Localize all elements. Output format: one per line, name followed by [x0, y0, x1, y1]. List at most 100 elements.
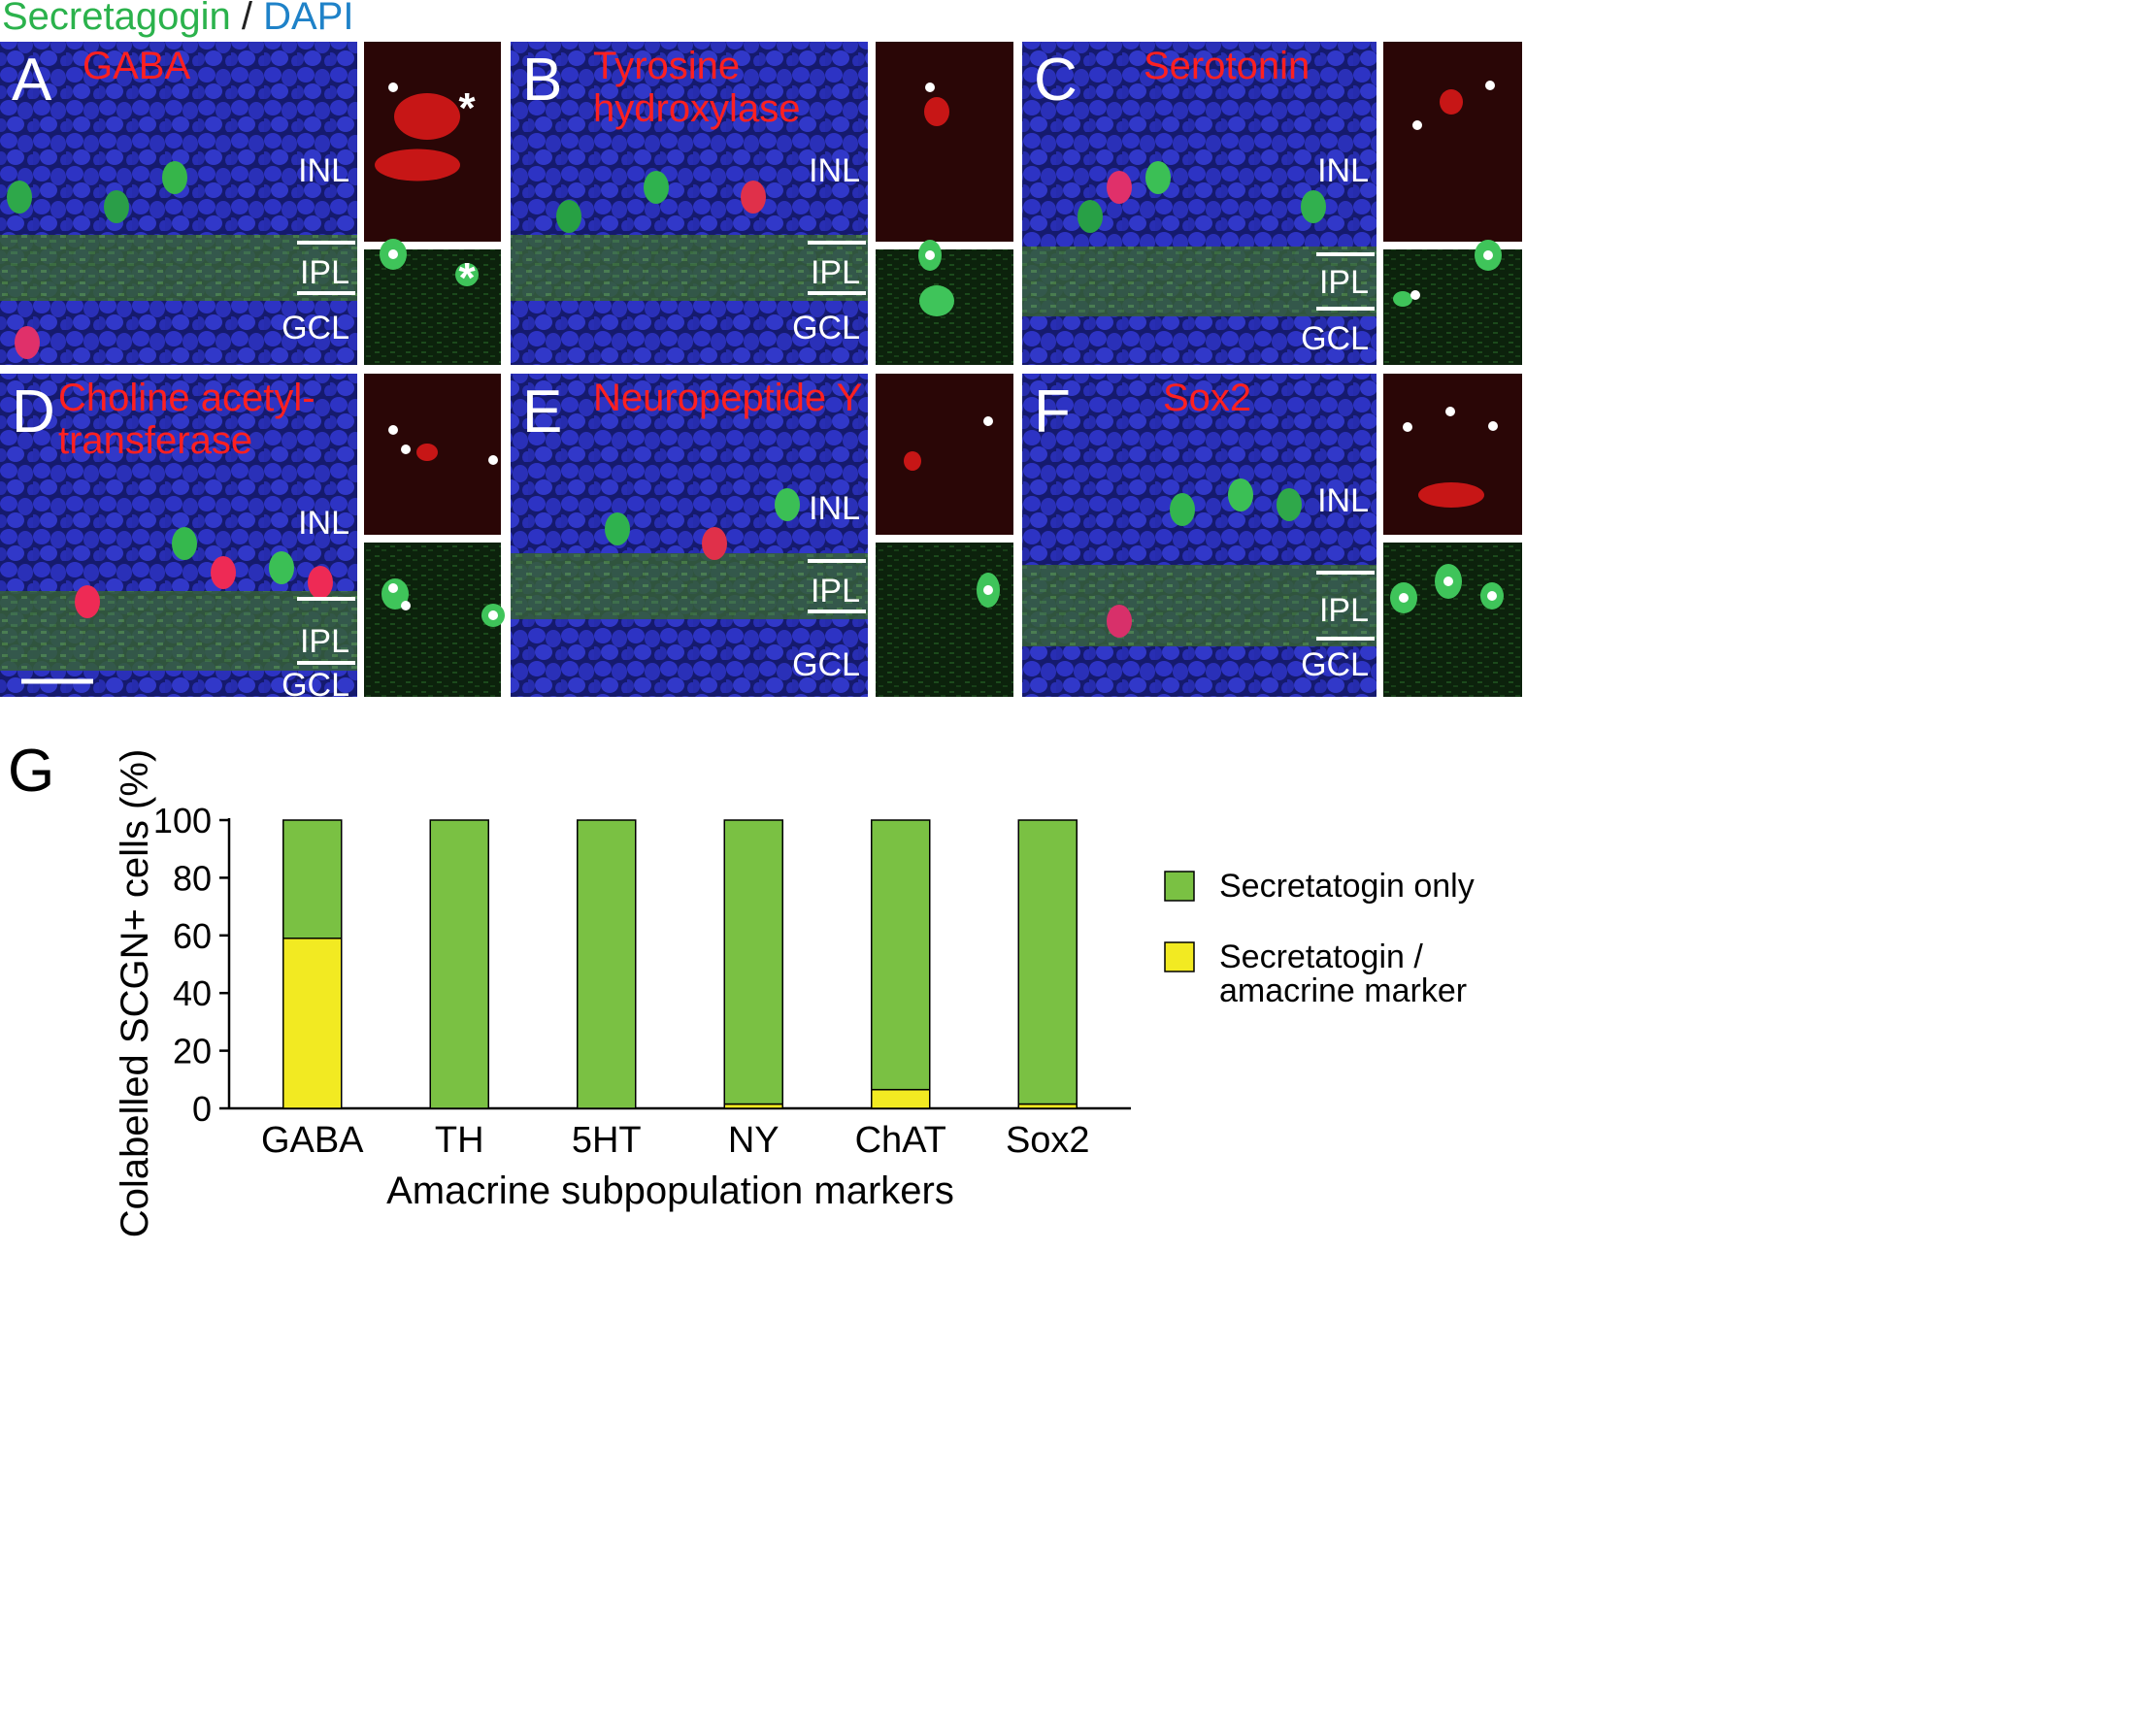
- inset-red-cell: [904, 451, 921, 471]
- ipl-band: [1022, 565, 1377, 646]
- micrograph-image: [0, 42, 357, 365]
- labelled-cell: [1078, 200, 1103, 233]
- inset-red-channel: [1383, 374, 1522, 535]
- legend-label: amacrine marker: [1219, 972, 1467, 1009]
- y-tick-label: 100: [153, 801, 212, 840]
- y-axis-title: Colabelled SCGN+ cells (%): [114, 749, 156, 1238]
- marker-label: Neuropeptide Y: [593, 377, 862, 419]
- layer-label: GCL: [792, 310, 860, 346]
- x-tick-label: ChAT: [855, 1120, 946, 1161]
- bar-segment-scgn-only: [723, 819, 783, 1105]
- cell-marker-dot: [401, 445, 411, 454]
- ipl-band: [1022, 247, 1377, 316]
- labelled-cell: [556, 200, 581, 233]
- cell-marker-dot: [1483, 250, 1493, 260]
- legend-swatch: [1164, 871, 1195, 902]
- legend-label: Secretatogin only: [1219, 868, 1475, 905]
- cell-marker-dot: [388, 425, 398, 435]
- cell-marker-asterisk: *: [458, 84, 476, 132]
- panel-letter: A: [12, 47, 52, 114]
- layer-label: IPL: [1319, 592, 1369, 629]
- panel-d: D Choline acetyl-transferase INL IPL GCL: [0, 374, 505, 704]
- bar-segment-scgn-only: [429, 819, 489, 1109]
- cell-marker-dot: [388, 249, 398, 259]
- layer-label: IPL: [1319, 264, 1369, 301]
- labelled-cell: [741, 181, 766, 214]
- x-tick-label: NY: [728, 1120, 779, 1161]
- inset-red-cell: [1440, 89, 1463, 115]
- panel-f: F Sox2 INL IPL GCL: [1022, 374, 1522, 697]
- layer-label: INL: [809, 152, 860, 189]
- cell-marker-dot: [1412, 120, 1422, 130]
- inset-green-channel: [1383, 249, 1522, 365]
- marker-label: transferase: [58, 419, 252, 462]
- inset-red-channel: [876, 374, 1013, 535]
- labelled-cell: [7, 181, 32, 214]
- inset-red-channel: [364, 42, 501, 242]
- inset-red-cell: [375, 148, 460, 181]
- cell-marker-dot: [388, 82, 398, 92]
- panel-letter: F: [1034, 379, 1071, 445]
- layer-label: INL: [298, 505, 349, 542]
- stain-legend: Secretagogin / DAPI: [2, 0, 353, 38]
- cell-marker-dot: [1410, 290, 1420, 300]
- layer-label: IPL: [811, 254, 860, 291]
- cell-marker-dot: [983, 416, 993, 426]
- y-tick-label: 80: [173, 858, 212, 898]
- panel-letter: C: [1034, 47, 1078, 114]
- cell-marker-dot: [925, 250, 935, 260]
- labelled-cell: [1107, 171, 1132, 204]
- panel-letter: E: [522, 379, 562, 445]
- layer-label: IPL: [300, 254, 349, 291]
- inset-green-cell: [919, 285, 954, 316]
- inset-red-channel: [876, 42, 1013, 242]
- marker-label: Choline acetyl-: [58, 377, 315, 419]
- labelled-cell: [162, 161, 187, 194]
- inset-red-cell: [924, 97, 949, 126]
- layer-label: GCL: [282, 667, 349, 704]
- marker-label: Sox2: [1163, 377, 1251, 419]
- cell-marker-dot: [488, 610, 498, 620]
- inset-red-cell: [416, 444, 438, 461]
- panel-a: A GABA INL IPL GCL * *: [0, 42, 501, 365]
- bar-segment-colabelled: [282, 938, 343, 1109]
- labelled-cell: [1301, 190, 1326, 223]
- inset-red-channel: [1383, 42, 1522, 242]
- bar-segment-scgn-only: [282, 819, 343, 939]
- labelled-cell: [172, 527, 197, 560]
- inset-green-cell: [381, 578, 409, 609]
- y-tick-label: 40: [173, 973, 212, 1013]
- panel-e: E Neuropeptide Y INL IPL GCL: [511, 374, 1013, 697]
- labelled-cell: [75, 585, 100, 618]
- labelled-cell: [1170, 493, 1195, 526]
- panel-letter-g: G: [8, 738, 54, 805]
- layer-label: INL: [1317, 152, 1369, 189]
- labelled-cell: [1228, 478, 1253, 511]
- labelled-cell: [775, 488, 800, 521]
- y-tick-label: 60: [173, 916, 212, 956]
- cell-marker-dot: [1445, 407, 1455, 416]
- y-tick-label: 0: [192, 1089, 212, 1129]
- layer-label: IPL: [811, 573, 860, 609]
- panel-letter: D: [12, 379, 55, 445]
- x-tick-label: 5HT: [572, 1120, 642, 1161]
- labelled-cell: [1145, 161, 1171, 194]
- bar-segment-scgn-only: [871, 819, 931, 1091]
- inset-green-channel: [876, 543, 1013, 697]
- micrograph-image: [511, 374, 868, 697]
- labelled-cell: [211, 556, 236, 589]
- panel-c: C Serotonin INL IPL GCL: [1022, 42, 1522, 365]
- stain-separator: /: [231, 0, 263, 38]
- layer-label: GCL: [1301, 320, 1369, 357]
- inset-green-channel: [364, 543, 501, 697]
- ipl-band: [0, 591, 357, 671]
- layer-label: GCL: [792, 646, 860, 683]
- cell-marker-dot: [925, 82, 935, 92]
- bar-segment-scgn-only: [1017, 819, 1078, 1105]
- stain-blue-label: DAPI: [263, 0, 353, 38]
- stain-green-label: Secretagogin: [2, 0, 231, 38]
- labelled-cell: [308, 566, 333, 599]
- marker-label: GABA: [83, 45, 190, 87]
